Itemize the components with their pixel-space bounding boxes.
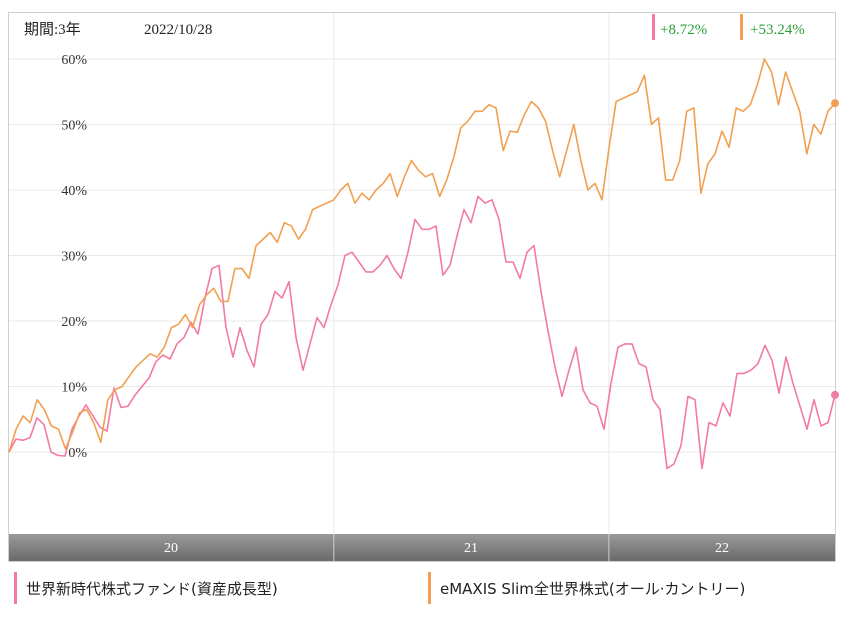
year-label: 20 xyxy=(164,541,178,556)
year-label: 22 xyxy=(715,541,729,556)
year-bar xyxy=(9,534,835,561)
legend-item-fund-a[interactable]: 世界新時代株式ファンド(資産成長型) xyxy=(14,572,278,604)
y-tick-label: 30% xyxy=(61,249,87,264)
legend: 世界新時代株式ファンド(資産成長型) eMAXIS Slim全世界株式(オール·… xyxy=(0,568,848,608)
series-line-fund-b xyxy=(8,58,836,453)
x-axis-year-bar: 20 21 22 xyxy=(9,534,835,561)
series-end-point-fund-a xyxy=(831,390,839,399)
legend-label-fund-a: 世界新時代株式ファンド(資産成長型) xyxy=(26,579,278,598)
legend-label-fund-b: eMAXIS Slim全世界株式(オール·カントリー) xyxy=(440,579,746,598)
line-chart: 0% 10% 20% 30% 40% 50% 60% 期間:3年 2022/10/28 +8… xyxy=(8,12,839,562)
plot-frame xyxy=(8,12,836,562)
legend-item-fund-b[interactable]: eMAXIS Slim全世界株式(オール·カントリー) xyxy=(428,572,745,604)
return-b-value: +53.24% xyxy=(750,22,805,38)
y-tick-label: 0% xyxy=(68,446,87,461)
date-label: 2022/10/28 xyxy=(144,22,212,38)
series-line-fund-a xyxy=(8,195,836,470)
gridlines xyxy=(9,13,835,534)
year-label: 21 xyxy=(464,541,478,556)
return-a-marker xyxy=(652,14,655,40)
series-end-point-fund-b xyxy=(831,99,839,108)
series-lines xyxy=(8,58,839,470)
legend-swatch-fund-b xyxy=(428,572,431,604)
y-tick-labels: 0% 10% 20% 30% 40% 50% 60% xyxy=(61,53,87,461)
return-a-value: +8.72% xyxy=(660,22,707,38)
y-tick-label: 40% xyxy=(61,184,87,199)
legend-swatch-fund-a xyxy=(14,572,17,604)
y-tick-label: 10% xyxy=(61,381,87,396)
return-b-marker xyxy=(740,14,743,40)
y-tick-label: 50% xyxy=(61,118,87,133)
y-tick-label: 60% xyxy=(61,53,87,68)
y-tick-label: 20% xyxy=(61,315,87,330)
period-label: 期間:3年 xyxy=(24,21,81,38)
